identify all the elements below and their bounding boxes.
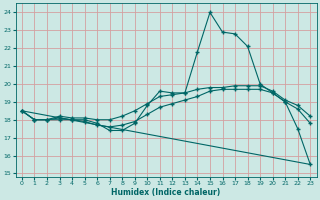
X-axis label: Humidex (Indice chaleur): Humidex (Indice chaleur) bbox=[111, 188, 221, 197]
